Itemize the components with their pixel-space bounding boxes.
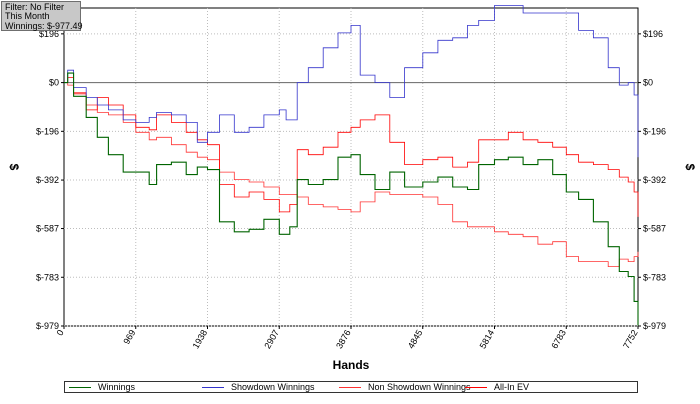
x-axis: 0 969 1938 2907 3876 4845 5814 6783 7752 — [55, 326, 640, 350]
y-tick-label-right: $-587 — [643, 224, 666, 234]
x-tick-label: 7752 — [621, 328, 640, 350]
legend-swatch-winnings — [69, 386, 91, 388]
x-tick-label: 4845 — [406, 328, 425, 350]
legend-label-non-showdown: Non Showdown Winnings — [368, 382, 471, 392]
x-tick-label: 1938 — [191, 328, 210, 350]
period-label: This Month — [5, 11, 50, 22]
legend-item-allin-ev: All-In EV — [465, 382, 529, 392]
series-lines — [64, 5, 639, 326]
legend-item-winnings: Winnings — [69, 382, 135, 392]
legend-item-non-showdown: Non Showdown Winnings — [339, 382, 471, 392]
x-axis-title: Hands — [333, 358, 370, 372]
y-tick-label-left: $-196 — [36, 126, 59, 136]
legend-item-showdown: Showdown Winnings — [202, 382, 315, 392]
x-tick-label: 6783 — [549, 328, 568, 350]
legend-label-showdown: Showdown Winnings — [231, 382, 315, 392]
legend-swatch-allin-ev — [465, 386, 487, 388]
y-tick-label-right: $-783 — [643, 272, 666, 282]
legend-label-winnings: Winnings — [98, 382, 136, 392]
y-tick-label-left: $-783 — [36, 272, 59, 282]
winnings-label: Winnings: $-977.49 — [5, 20, 83, 31]
y-tick-label-right: $-196 — [643, 126, 666, 136]
y-axis-right: $196 $0 $-196 $-392 $-587 $-783 $-979 — [638, 29, 666, 331]
series-line-non-showdown-winnings — [64, 82, 639, 267]
info-box: Filter: No Filter This Month Winnings: $… — [1, 1, 83, 31]
series-line-winnings — [64, 72, 639, 326]
x-tick-label: 2907 — [262, 328, 281, 350]
series-line-all-in-ev — [64, 77, 639, 217]
x-tick-label: 0 — [55, 328, 66, 337]
legend-label-allin-ev: All-In EV — [494, 382, 530, 392]
filter-label: Filter: No Filter — [5, 2, 65, 12]
legend-swatch-non-showdown — [339, 386, 361, 388]
y-tick-label-left: $-979 — [36, 321, 59, 331]
x-tick-label: 969 — [121, 328, 137, 346]
legend: Winnings Showdown Winnings Non Showdown … — [64, 381, 638, 393]
y-tick-label-right: $-979 — [643, 321, 666, 331]
y-axis-left: $196 $0 $-196 $-392 $-587 $-783 $-979 — [36, 29, 64, 331]
series-line-showdown-winnings — [64, 5, 639, 158]
x-tick-label: 3876 — [334, 328, 353, 350]
legend-swatch-showdown — [202, 386, 224, 388]
y-axis-title-right: $ — [683, 164, 697, 171]
y-tick-label-right: $196 — [643, 29, 663, 39]
y-tick-label-left: $-392 — [36, 175, 59, 185]
y-tick-label-left: $196 — [39, 29, 59, 39]
y-tick-label-left: $-587 — [36, 224, 59, 234]
y-tick-label-right: $0 — [643, 78, 653, 88]
y-tick-label-right: $-392 — [643, 175, 666, 185]
y-tick-label-left: $0 — [49, 78, 59, 88]
x-tick-label: 5814 — [478, 328, 497, 350]
y-axis-title-left: $ — [7, 164, 21, 171]
